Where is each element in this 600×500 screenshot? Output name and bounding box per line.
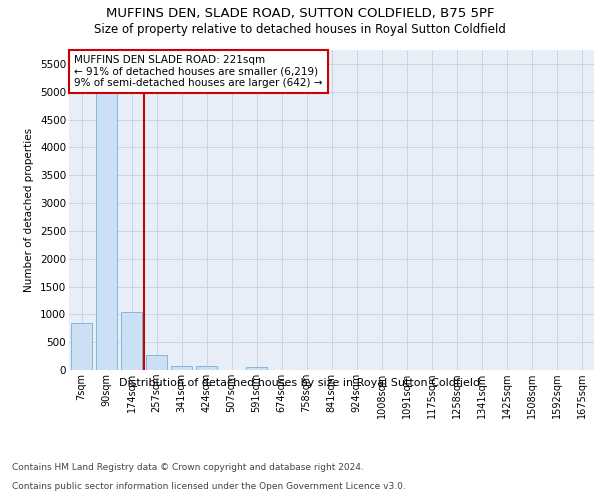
Text: Contains HM Land Registry data © Crown copyright and database right 2024.: Contains HM Land Registry data © Crown c…	[12, 464, 364, 472]
Text: Distribution of detached houses by size in Royal Sutton Coldfield: Distribution of detached houses by size …	[119, 378, 481, 388]
Y-axis label: Number of detached properties: Number of detached properties	[25, 128, 34, 292]
Text: MUFFINS DEN, SLADE ROAD, SUTTON COLDFIELD, B75 5PF: MUFFINS DEN, SLADE ROAD, SUTTON COLDFIEL…	[106, 8, 494, 20]
Bar	[121, 312, 142, 370]
Text: Contains public sector information licensed under the Open Government Licence v3: Contains public sector information licen…	[12, 482, 406, 491]
Bar	[246, 367, 267, 370]
Text: MUFFINS DEN SLADE ROAD: 221sqm
← 91% of detached houses are smaller (6,219)
9% o: MUFFINS DEN SLADE ROAD: 221sqm ← 91% of …	[74, 55, 323, 88]
Bar	[146, 355, 167, 370]
Text: Size of property relative to detached houses in Royal Sutton Coldfield: Size of property relative to detached ho…	[94, 22, 506, 36]
Bar	[171, 366, 192, 370]
Bar	[71, 322, 92, 370]
Bar	[196, 366, 217, 370]
Bar	[96, 64, 117, 370]
